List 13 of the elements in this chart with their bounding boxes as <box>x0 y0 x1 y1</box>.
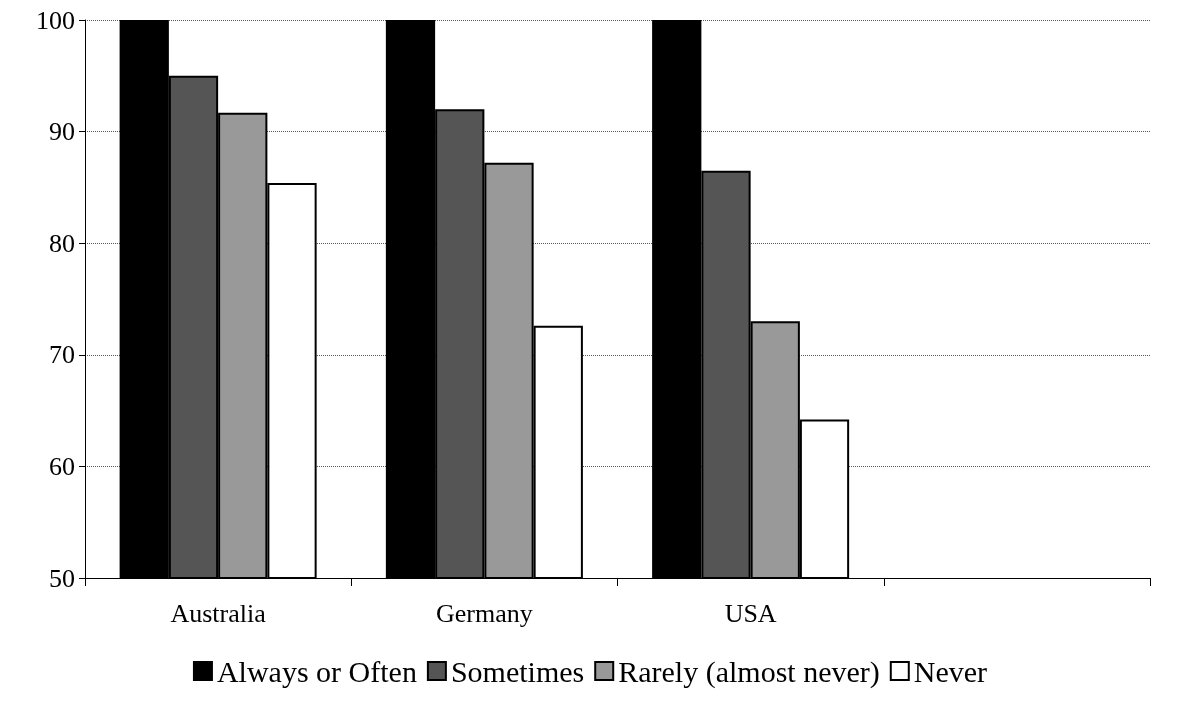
legend-label: Never <box>913 654 988 688</box>
y-tick-label: 70 <box>49 340 75 370</box>
legend-label: Sometimes <box>450 654 585 688</box>
x-tick-label: USA <box>724 598 777 628</box>
y-tick-label: 90 <box>49 117 75 147</box>
y-tick-label: 100 <box>36 5 75 35</box>
y-tick-label: 60 <box>49 451 75 481</box>
legend-label: Rarely (almost never) <box>618 654 880 689</box>
legend-label: Always or Often <box>216 654 417 688</box>
x-tick-label: Australia <box>170 598 267 628</box>
y-tick-label: 50 <box>49 563 75 593</box>
y-tick-label: 80 <box>49 228 75 258</box>
x-tick-label: Germany <box>436 598 533 628</box>
